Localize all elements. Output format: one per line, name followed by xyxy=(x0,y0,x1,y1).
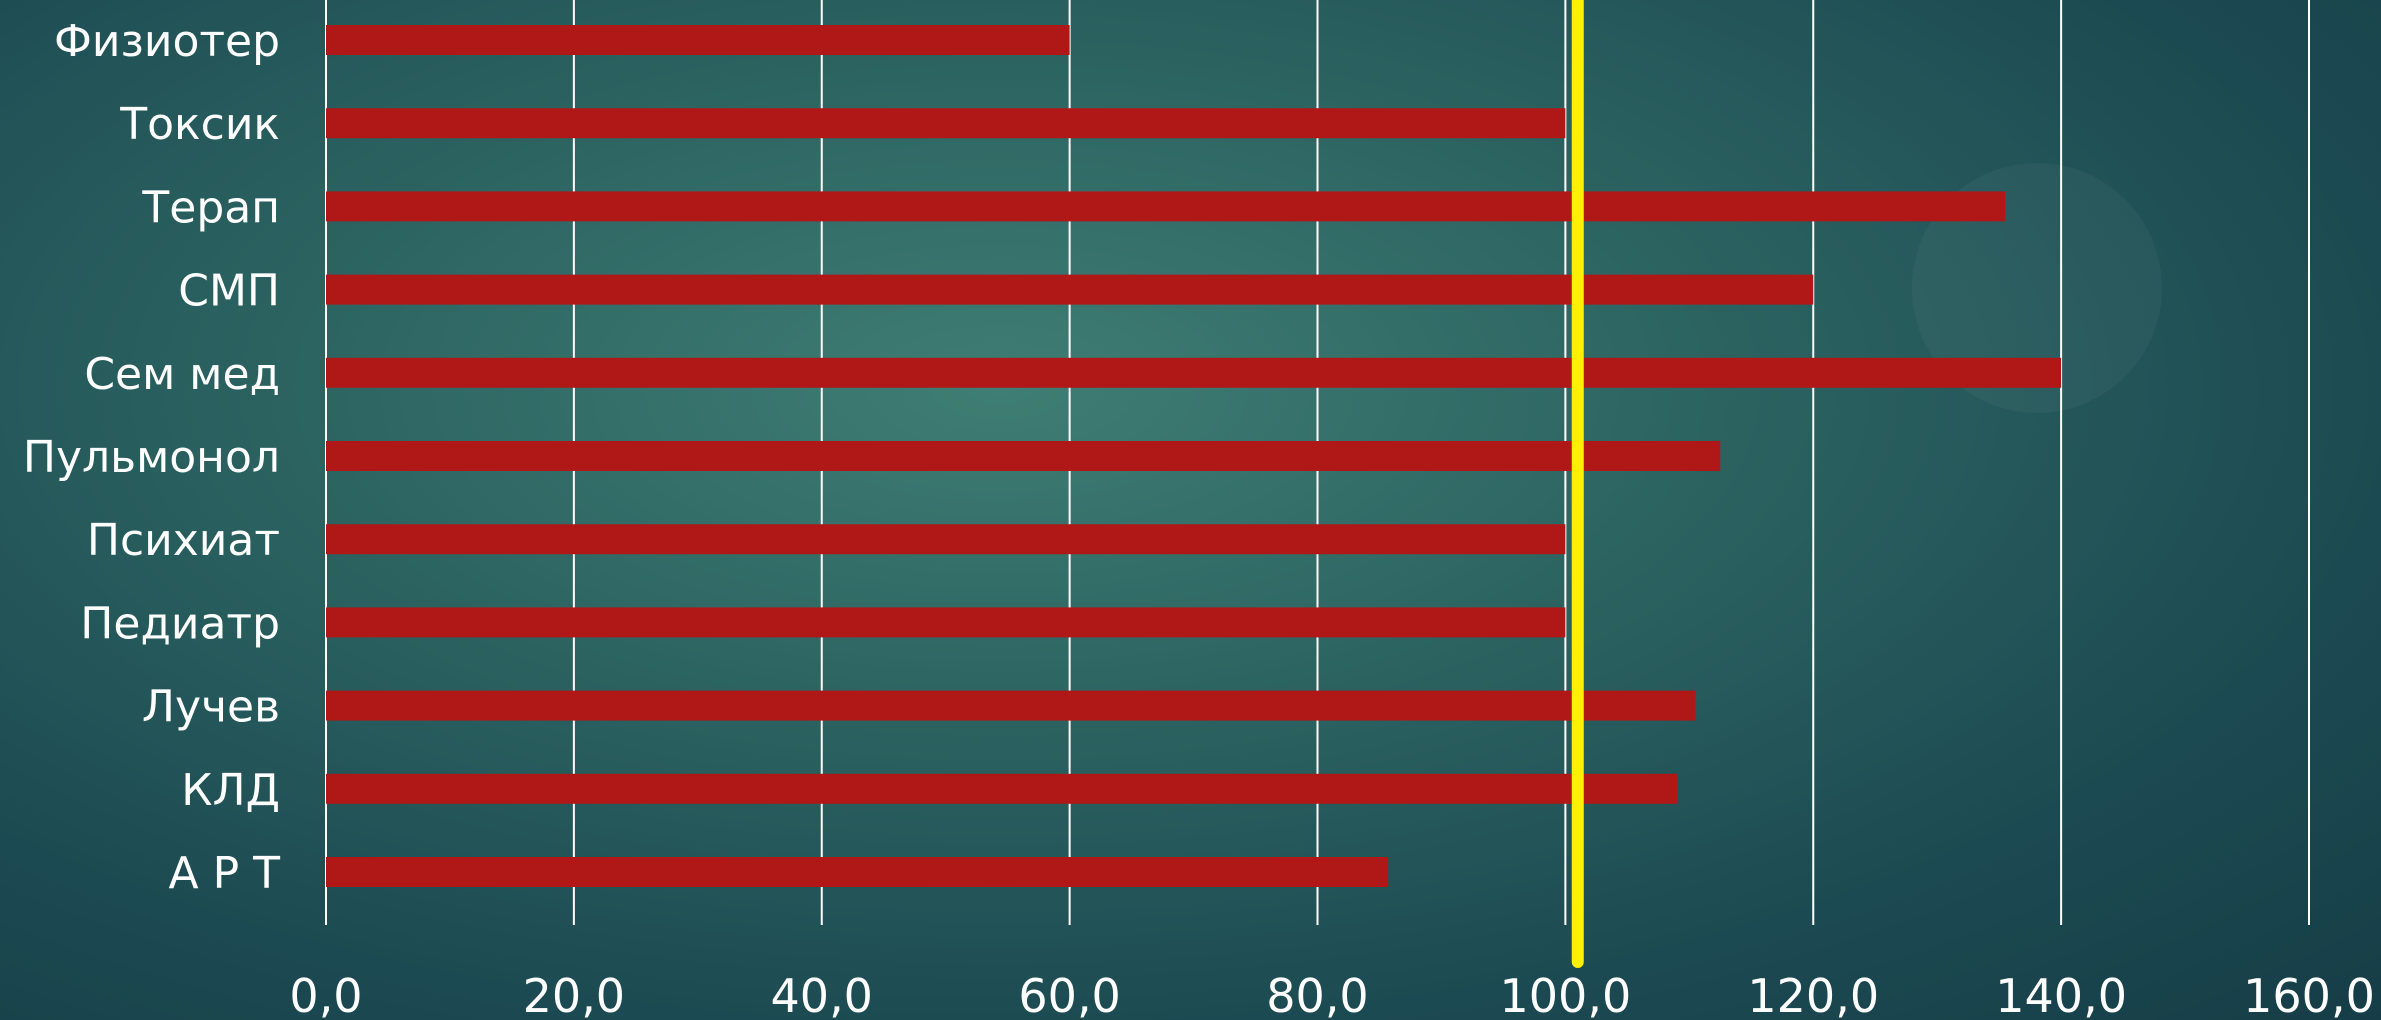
x-tick-label: 140,0 xyxy=(1995,969,2127,1020)
bar xyxy=(326,357,2062,388)
bar xyxy=(326,690,1696,721)
x-tick-label: 20,0 xyxy=(523,969,625,1020)
category-label: Педиатр xyxy=(80,598,280,649)
category-label: Лучев xyxy=(142,682,280,733)
x-tick-label: 160,0 xyxy=(2243,969,2375,1020)
decorative-circle xyxy=(1912,163,2162,413)
x-tick-label: 120,0 xyxy=(1747,969,1879,1020)
category-labels: Физиотер Токсик Терап СМП Сем мед Пульмонол Пс… xyxy=(23,16,280,899)
bar xyxy=(326,25,1070,55)
x-tick-labels: 0,0 20,0 40,0 60,0 80,0 100,0 120,0 140,0 160,0 xyxy=(289,969,2374,1020)
category-label: Сем мед xyxy=(84,349,280,400)
category-label: Физиотер xyxy=(54,16,280,67)
bar xyxy=(326,524,1566,555)
bar xyxy=(326,191,2006,222)
category-label: Пульмонол xyxy=(23,432,280,483)
bar xyxy=(326,773,1677,804)
category-label: КЛД xyxy=(181,765,280,816)
category-label: А Р Т xyxy=(169,848,281,899)
bar xyxy=(326,857,1389,887)
x-tick-label: 0,0 xyxy=(289,969,362,1020)
bars xyxy=(326,25,2062,887)
category-label: Терап xyxy=(141,182,280,233)
x-tick-label: 60,0 xyxy=(1018,969,1120,1020)
x-tick-label: 100,0 xyxy=(1500,969,1632,1020)
category-label: Токсик xyxy=(119,99,280,150)
bar xyxy=(326,607,1566,638)
bar xyxy=(326,108,1566,139)
x-tick-label: 80,0 xyxy=(1266,969,1368,1020)
category-label: СМП xyxy=(178,266,280,317)
category-label: Психиат xyxy=(87,515,280,566)
bar xyxy=(326,441,1721,471)
x-tick-label: 40,0 xyxy=(771,969,873,1020)
bar xyxy=(326,274,1814,305)
